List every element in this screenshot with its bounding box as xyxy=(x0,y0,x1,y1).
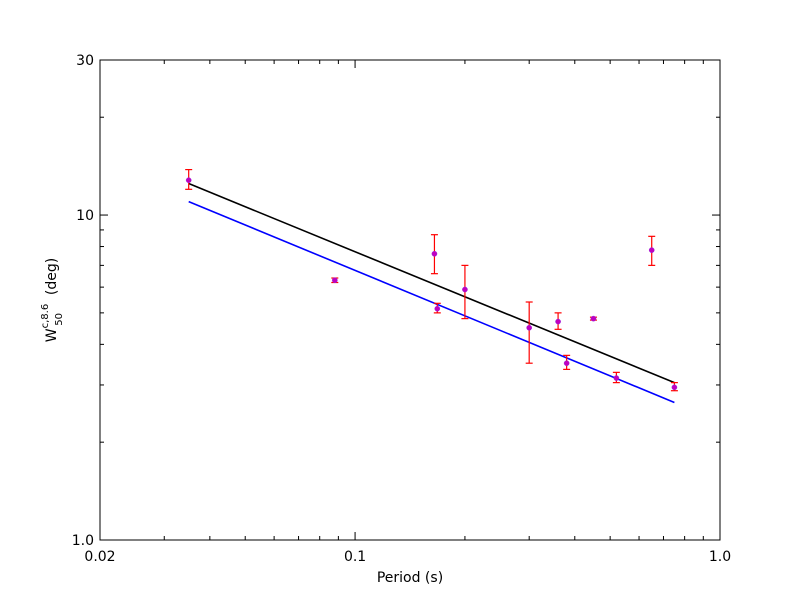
y-axis-label-superscript: c,8.6 xyxy=(40,304,51,329)
fit-lines xyxy=(188,182,675,404)
y-axis-label-subscript: 50 xyxy=(54,313,65,326)
data-points xyxy=(185,177,678,391)
data-point-8 xyxy=(590,315,597,322)
x-axis-label: Period (s) xyxy=(377,570,443,586)
x-tick-label: 0.1 xyxy=(344,549,366,565)
data-point-1 xyxy=(332,277,338,284)
data-point-2 xyxy=(431,250,438,257)
fit-line-1 xyxy=(188,182,675,384)
y-tick-label: 10 xyxy=(76,208,94,224)
data-point-7 xyxy=(563,360,570,367)
y-axis-label-unit: (deg) xyxy=(44,258,60,295)
fit-line-2 xyxy=(188,200,675,404)
data-point-9 xyxy=(613,375,620,381)
svg-text:Wc,8.650(deg): Wc,8.6 50 (deg) xyxy=(40,258,65,342)
x-tick-label: 1.0 xyxy=(709,549,731,565)
data-point-5 xyxy=(526,324,532,331)
tick-labels: 0.02 0.1 1.0 1.0 10 30 xyxy=(72,53,731,565)
y-axis-label-main: W xyxy=(44,328,60,342)
data-point-0 xyxy=(185,177,192,184)
error-bar-5 xyxy=(525,301,533,364)
y-tick-label: 1.0 xyxy=(72,533,94,549)
y-axis-label: Wc,8.6 50 (deg) xyxy=(40,258,65,342)
plot-frame xyxy=(99,59,721,541)
data-point-10 xyxy=(648,247,655,253)
data-point-4 xyxy=(462,286,468,293)
x-tick-label: 0.02 xyxy=(84,549,115,565)
data-point-3 xyxy=(434,305,441,312)
data-point-6 xyxy=(555,318,561,325)
y-tick-label: 30 xyxy=(76,53,94,69)
data-point-11 xyxy=(671,384,678,391)
